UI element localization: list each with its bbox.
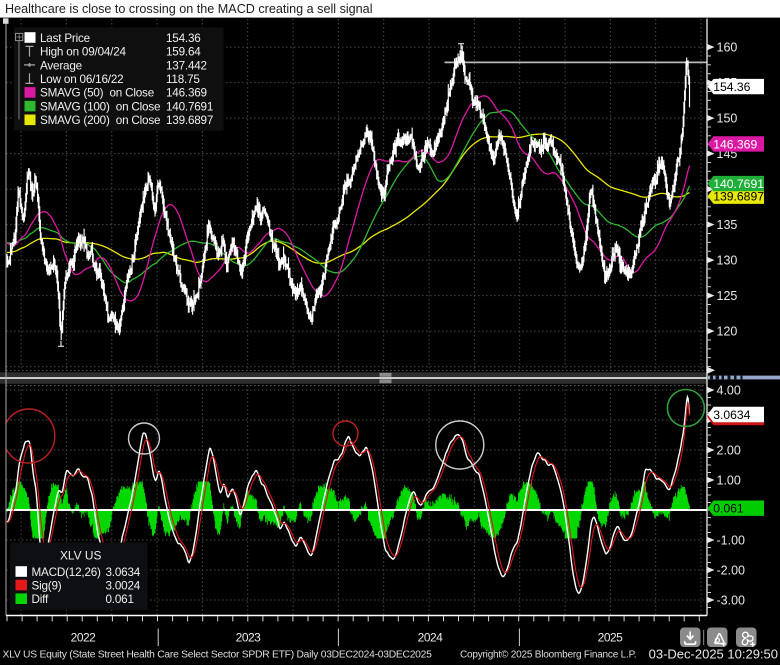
svg-text:0.061: 0.061: [713, 502, 744, 516]
svg-text:XLV US: XLV US: [60, 549, 101, 563]
svg-text:2022: 2022: [71, 631, 97, 645]
svg-text:Diff: Diff: [32, 593, 49, 606]
svg-text:130: 130: [717, 253, 738, 267]
svg-text:118.75: 118.75: [166, 73, 200, 86]
svg-text:139.6897: 139.6897: [166, 114, 213, 127]
svg-text:03-Dec-2025 10:29:50: 03-Dec-2025 10:29:50: [649, 647, 778, 662]
svg-text:1.00: 1.00: [717, 473, 741, 487]
svg-text:-2.00: -2.00: [717, 563, 746, 577]
svg-text:140.7691: 140.7691: [166, 100, 213, 113]
svg-text:154.36: 154.36: [166, 32, 201, 45]
svg-text:3.0024: 3.0024: [106, 579, 141, 592]
svg-text:160: 160: [717, 40, 738, 54]
svg-text:137.442: 137.442: [166, 59, 207, 72]
svg-text:139.6897: 139.6897: [713, 190, 764, 204]
svg-text:159.64: 159.64: [166, 46, 201, 59]
svg-text:SMAVG (100) on Close: SMAVG (100) on Close: [40, 100, 160, 113]
svg-text:SMAVG (50) on Close: SMAVG (50) on Close: [40, 87, 154, 100]
svg-text:Low on 06/16/22: Low on 06/16/22: [40, 73, 123, 86]
svg-text:XLV US Equity (State Street He: XLV US Equity (State Street Health Care …: [3, 650, 433, 661]
svg-text:-1.00: -1.00: [717, 533, 746, 547]
svg-text:125: 125: [717, 289, 738, 303]
svg-text:Last Price: Last Price: [40, 32, 90, 45]
svg-text:3.0634: 3.0634: [713, 408, 750, 422]
svg-text:135: 135: [717, 218, 738, 232]
svg-text:4.00: 4.00: [717, 383, 741, 397]
svg-text:140.7691: 140.7691: [713, 177, 764, 191]
svg-text:Sig(9): Sig(9): [32, 579, 62, 592]
svg-text:150: 150: [717, 111, 738, 125]
svg-text:2024: 2024: [418, 631, 444, 645]
svg-text:High on 09/04/24: High on 09/04/24: [40, 46, 127, 59]
svg-text:2.00: 2.00: [717, 443, 741, 457]
svg-text:146.369: 146.369: [713, 137, 757, 151]
svg-text:Copyright© 2025 Bloomberg Fina: Copyright© 2025 Bloomberg Finance L.P.: [460, 650, 636, 661]
svg-text:3.0634: 3.0634: [106, 566, 141, 579]
svg-text:Average: Average: [40, 59, 82, 72]
svg-text:Healthcare is close to crossin: Healthcare is close to crossing on the M…: [5, 2, 373, 16]
svg-text:154.36: 154.36: [713, 80, 750, 94]
svg-text:146.369: 146.369: [166, 87, 207, 100]
svg-text:MACD(12,26): MACD(12,26): [32, 566, 102, 579]
svg-text:0.061: 0.061: [106, 593, 134, 606]
svg-text:2025: 2025: [598, 631, 624, 645]
svg-text:-3.00: -3.00: [717, 593, 746, 607]
svg-text:2023: 2023: [236, 631, 262, 645]
svg-text:SMAVG (200) on Close: SMAVG (200) on Close: [40, 114, 160, 127]
svg-text:120: 120: [717, 324, 738, 338]
